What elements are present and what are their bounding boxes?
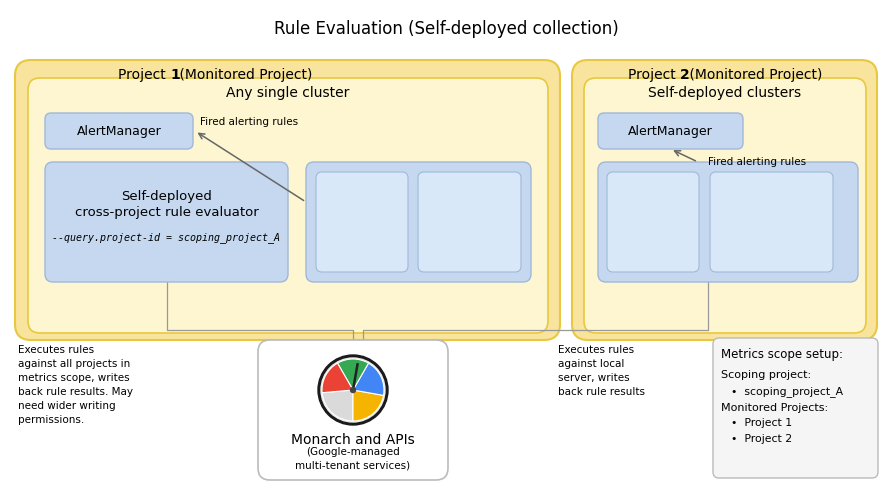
Text: Rule Evaluation (Self-deployed collection): Rule Evaluation (Self-deployed collectio…	[274, 20, 618, 38]
FancyBboxPatch shape	[598, 162, 858, 282]
Text: AlertManager: AlertManager	[628, 125, 713, 137]
FancyBboxPatch shape	[418, 172, 521, 272]
Text: 2: 2	[680, 68, 690, 82]
FancyBboxPatch shape	[607, 172, 699, 272]
Text: AlertManager: AlertManager	[77, 125, 161, 137]
FancyBboxPatch shape	[572, 60, 877, 340]
Text: (Monitored Project): (Monitored Project)	[685, 68, 822, 82]
Wedge shape	[322, 363, 353, 393]
Wedge shape	[322, 390, 353, 421]
FancyBboxPatch shape	[316, 172, 408, 272]
Text: Metrics scope setup:: Metrics scope setup:	[721, 348, 843, 361]
Circle shape	[318, 355, 388, 425]
Text: Executes rules
against local
server, writes
back rule results: Executes rules against local server, wri…	[558, 345, 645, 397]
Text: •  Project 1: • Project 1	[731, 418, 792, 428]
Circle shape	[351, 387, 356, 392]
Text: Fired alerting rules: Fired alerting rules	[201, 117, 299, 127]
Wedge shape	[353, 363, 384, 395]
FancyBboxPatch shape	[584, 78, 866, 333]
Text: 1: 1	[170, 68, 180, 82]
Text: Self-deployed: Self-deployed	[121, 190, 212, 203]
FancyBboxPatch shape	[28, 78, 548, 333]
FancyBboxPatch shape	[15, 60, 560, 340]
Text: Project: Project	[628, 68, 680, 82]
FancyBboxPatch shape	[713, 338, 878, 478]
Text: Project: Project	[118, 68, 170, 82]
FancyBboxPatch shape	[710, 172, 833, 272]
Text: Prom
Rules
Local
execution: Prom Rules Local execution	[626, 197, 681, 247]
FancyBboxPatch shape	[258, 340, 448, 480]
Text: Monarch and APIs: Monarch and APIs	[291, 433, 415, 447]
Wedge shape	[337, 359, 368, 390]
Text: --query.project-id = scoping_project_A: --query.project-id = scoping_project_A	[53, 232, 280, 243]
Text: Prom
Rules
Local
execution: Prom Rules Local execution	[334, 197, 389, 247]
Text: Self-deployed clusters: Self-deployed clusters	[648, 86, 802, 100]
Text: Fired alerting rules: Fired alerting rules	[708, 157, 806, 167]
Text: (Monitored Project): (Monitored Project)	[175, 68, 312, 82]
Text: Monitored Projects:: Monitored Projects:	[721, 403, 828, 413]
Text: •  Project 2: • Project 2	[731, 434, 792, 444]
Circle shape	[321, 358, 385, 422]
FancyBboxPatch shape	[45, 162, 288, 282]
Wedge shape	[353, 390, 384, 421]
Text: Executes rules
against all projects in
metrics scope, writes
back rule results. : Executes rules against all projects in m…	[18, 345, 133, 425]
Text: Self-
deployed
collector: Self- deployed collector	[443, 204, 495, 240]
Text: (Google-managed
multi-tenant services): (Google-managed multi-tenant services)	[295, 447, 410, 470]
Text: cross-project rule evaluator: cross-project rule evaluator	[75, 206, 259, 219]
Text: Scoping project:: Scoping project:	[721, 370, 811, 380]
Text: Any single cluster: Any single cluster	[227, 86, 350, 100]
FancyBboxPatch shape	[45, 113, 193, 149]
Text: •  scoping_project_A: • scoping_project_A	[731, 386, 843, 397]
FancyBboxPatch shape	[598, 113, 743, 149]
Text: Self-
deployed
collector: Self- deployed collector	[746, 204, 797, 240]
FancyBboxPatch shape	[306, 162, 531, 282]
